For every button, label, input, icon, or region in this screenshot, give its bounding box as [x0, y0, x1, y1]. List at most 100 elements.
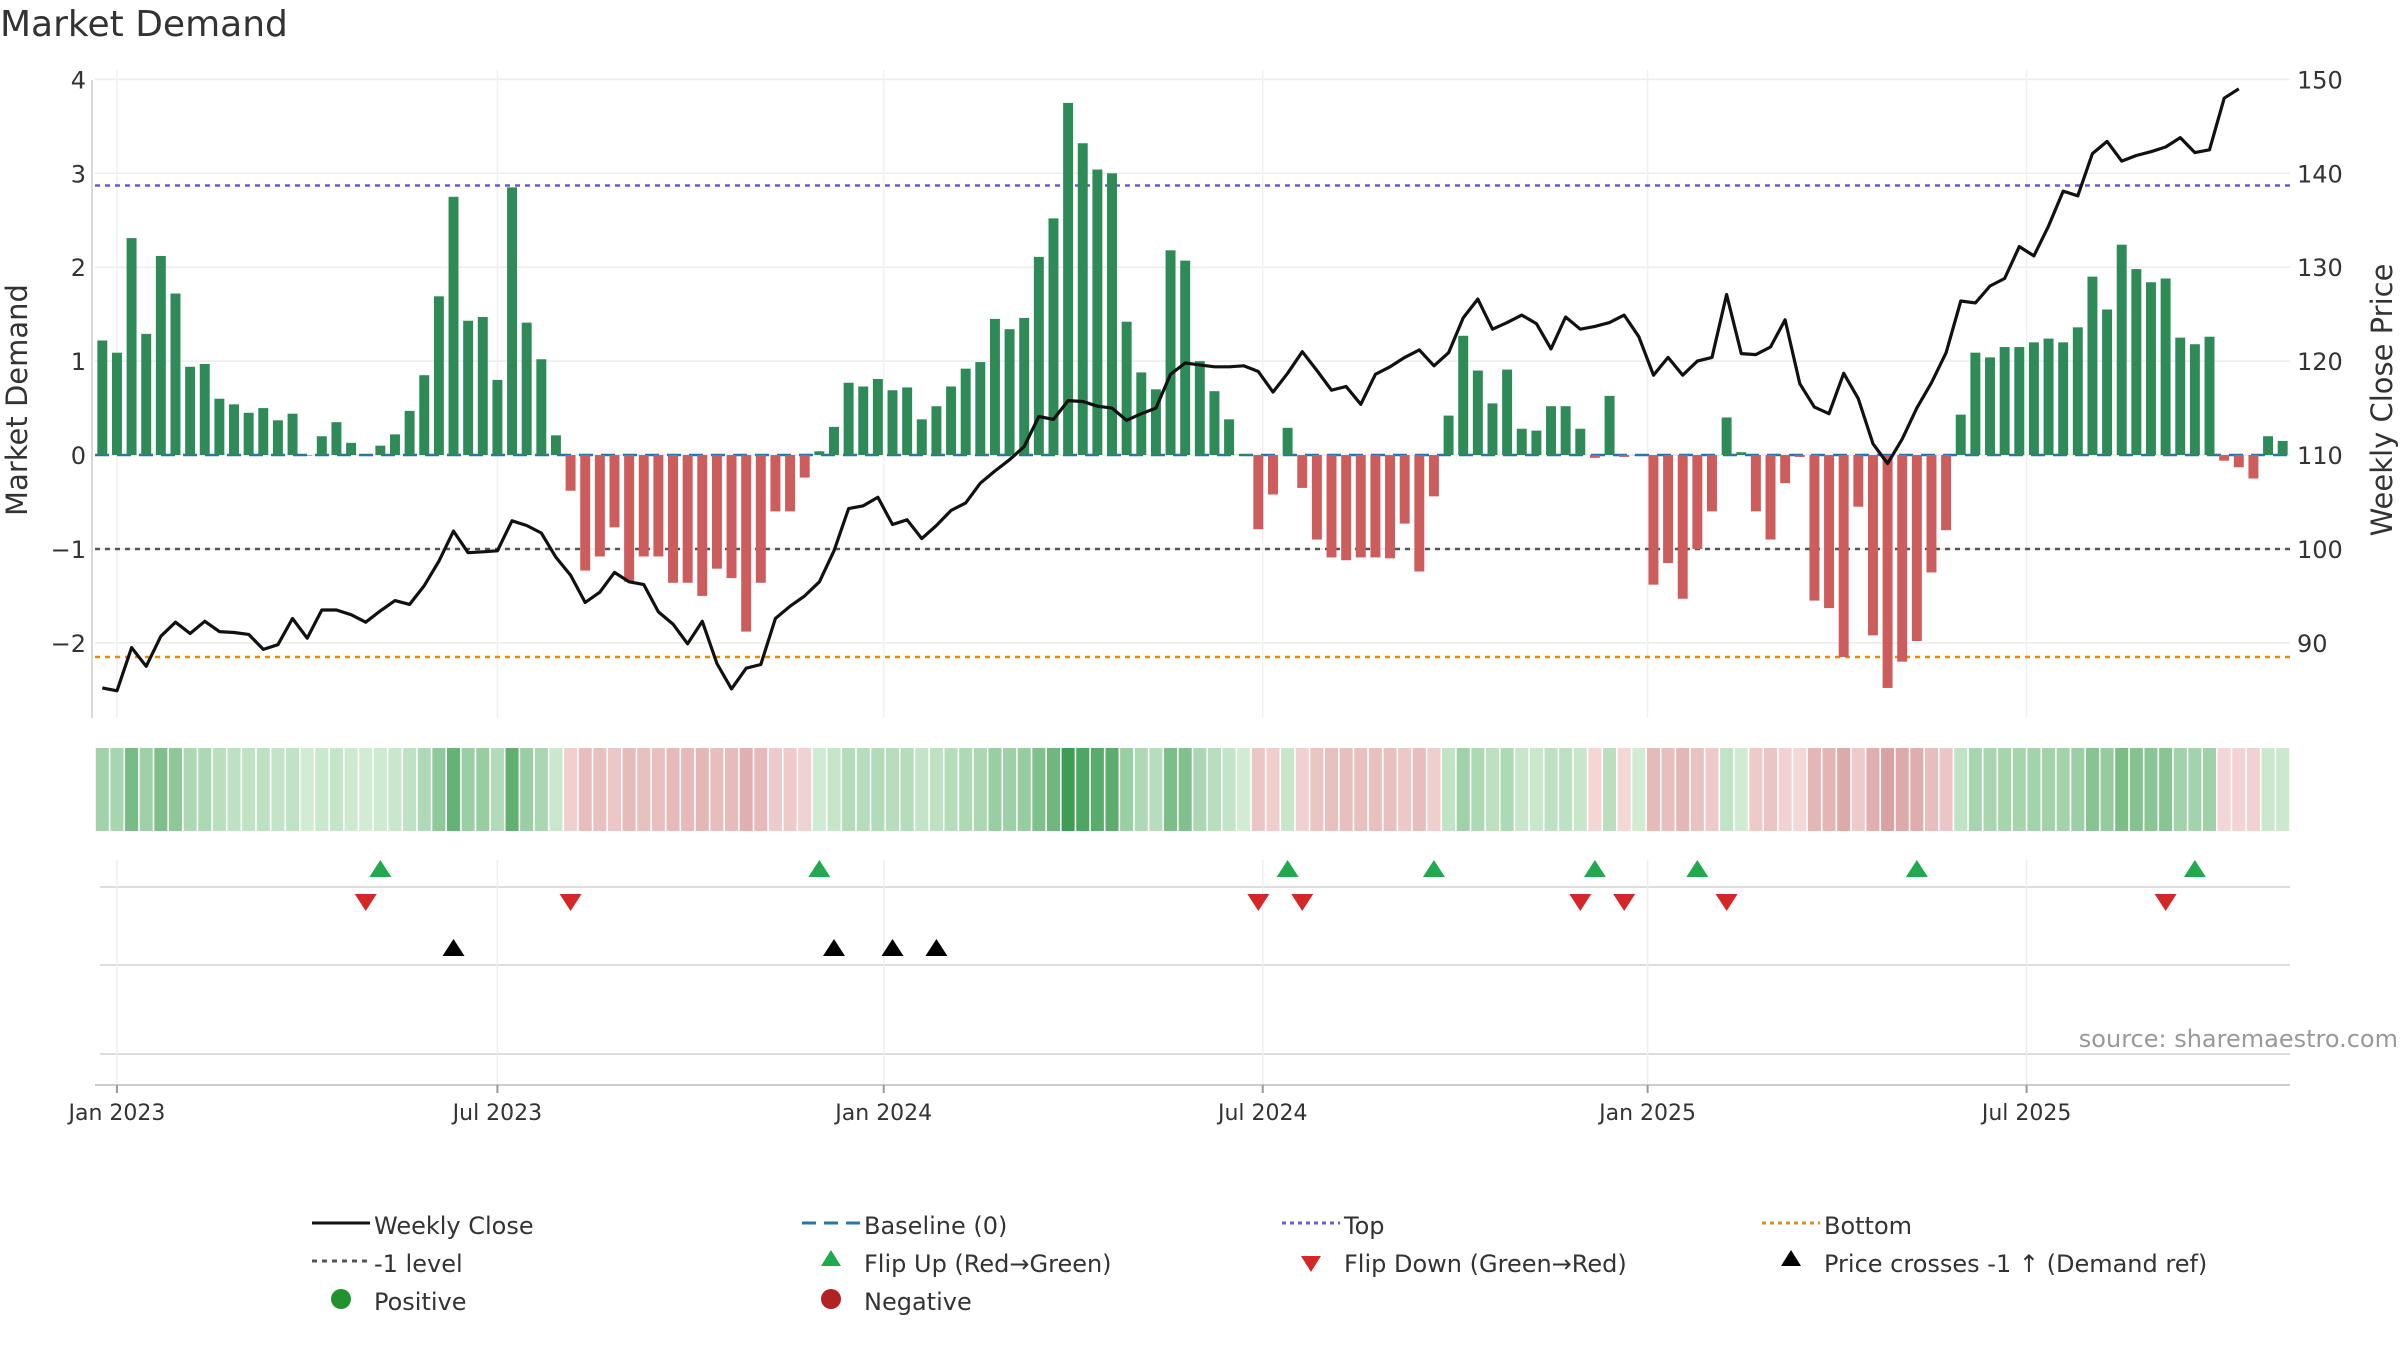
demand-bar: [829, 426, 839, 456]
demand-bar: [1238, 454, 1249, 456]
demand-bar: [521, 322, 532, 456]
heat-cell: [505, 748, 519, 831]
demand-bar: [1311, 455, 1322, 540]
legend-flip-up-label: Flip Up (Red→Green): [864, 1250, 1112, 1278]
heat-cell: [944, 748, 958, 831]
demand-bar: [1282, 427, 1293, 456]
demand-bar: [2233, 455, 2244, 468]
demand-bar: [1180, 260, 1191, 456]
positive-dot-icon: [331, 1289, 351, 1309]
demand-bar: [1970, 352, 1981, 456]
y-tick-label: −1: [51, 536, 86, 564]
heat-cell: [1149, 748, 1163, 831]
heat-cell: [2173, 748, 2187, 831]
heat-cell: [1003, 748, 1017, 831]
demand-bar: [902, 387, 913, 456]
heat-cell: [1061, 748, 1075, 831]
heat-cell: [461, 748, 475, 831]
heat-cell: [1529, 748, 1543, 831]
demand-bar: [1107, 173, 1117, 456]
heat-cell: [871, 748, 885, 831]
demand-bar: [1941, 455, 1952, 531]
heat-cell: [1866, 748, 1880, 831]
heat-cell: [2261, 748, 2275, 831]
demand-bar: [1604, 395, 1615, 456]
demand-bar: [799, 455, 810, 478]
flip-up-marker: [1686, 860, 1709, 877]
heat-cell: [2115, 748, 2129, 831]
heat-cell: [768, 748, 782, 831]
demand-bar: [1341, 455, 1352, 561]
demand-bar: [785, 455, 796, 512]
legend-weekly-close-label: Weekly Close: [374, 1212, 534, 1240]
heat-cell: [1646, 748, 1660, 831]
demand-bar: [580, 455, 591, 571]
demand-bar: [1794, 455, 1805, 457]
heat-cell: [168, 748, 182, 831]
heat-cell: [1998, 748, 2012, 831]
demand-heat-strip: [95, 748, 2290, 831]
demand-bar: [331, 422, 342, 456]
heat-cell: [1837, 748, 1851, 831]
demand-bar: [1897, 455, 1908, 662]
heat-cell: [1310, 748, 1324, 831]
demand-bar: [1033, 256, 1044, 456]
demand-bar: [1370, 455, 1381, 558]
heat-cell: [183, 748, 197, 831]
heat-cell: [637, 748, 651, 831]
demand-bar: [1224, 419, 1235, 456]
demand-bar: [1546, 406, 1556, 456]
flip-down-icon: [1301, 1256, 1321, 1272]
heat-cell: [1412, 748, 1426, 831]
heat-cell: [1134, 748, 1148, 831]
y-tick-label: 0: [71, 442, 86, 470]
demand-bar: [682, 455, 693, 583]
demand-bar: [1268, 455, 1278, 495]
x-tick-label: Jul 2024: [1216, 1101, 1308, 1126]
heat-cell: [607, 748, 621, 831]
flip-down-marker: [1247, 894, 1270, 911]
demand-bar: [741, 455, 752, 632]
x-tick-label: Jan 2025: [1597, 1101, 1696, 1126]
heat-cell: [2276, 748, 2290, 831]
demand-bar: [697, 455, 708, 596]
demand-bar: [2028, 342, 2039, 456]
demand-bar: [536, 359, 547, 456]
demand-bar: [1150, 389, 1161, 456]
demand-bar: [316, 436, 327, 456]
heat-cell: [447, 748, 461, 831]
heat-cell: [1485, 748, 1499, 831]
heat-cell: [1090, 748, 1104, 831]
heat-cell: [1793, 748, 1807, 831]
heat-cell: [242, 748, 256, 831]
demand-bar: [2160, 278, 2171, 456]
demand-bar: [477, 316, 488, 456]
y2-tick-label: 140: [2297, 160, 2343, 188]
demand-bar: [375, 445, 386, 456]
flip-up-marker: [369, 860, 392, 877]
flip-up-marker: [1583, 860, 1606, 877]
heat-cell: [725, 748, 739, 831]
demand-bar: [1472, 370, 1483, 456]
demand-bar: [229, 404, 239, 456]
y2-tick-label: 120: [2297, 348, 2343, 376]
heat-cell: [666, 748, 680, 831]
price-cross-marker: [822, 939, 845, 956]
demand-bar: [1575, 428, 1586, 456]
demand-bar: [960, 368, 971, 456]
demand-bar: [1663, 455, 1674, 564]
heat-cell: [2056, 748, 2070, 831]
demand-bar: [2131, 269, 2142, 456]
heat-cell: [1895, 748, 1909, 831]
demand-bar: [1867, 455, 1878, 636]
demand-bar: [1765, 455, 1776, 540]
demand-bar: [1619, 455, 1630, 457]
demand-bar: [2058, 342, 2069, 456]
y-tick-label: 1: [71, 348, 86, 376]
y-tick-label: 2: [71, 254, 86, 282]
demand-bar: [141, 333, 152, 456]
heat-cell: [1924, 748, 1938, 831]
heat-cell: [110, 748, 124, 831]
heat-cell: [1544, 748, 1558, 831]
demand-bar: [1589, 455, 1600, 458]
